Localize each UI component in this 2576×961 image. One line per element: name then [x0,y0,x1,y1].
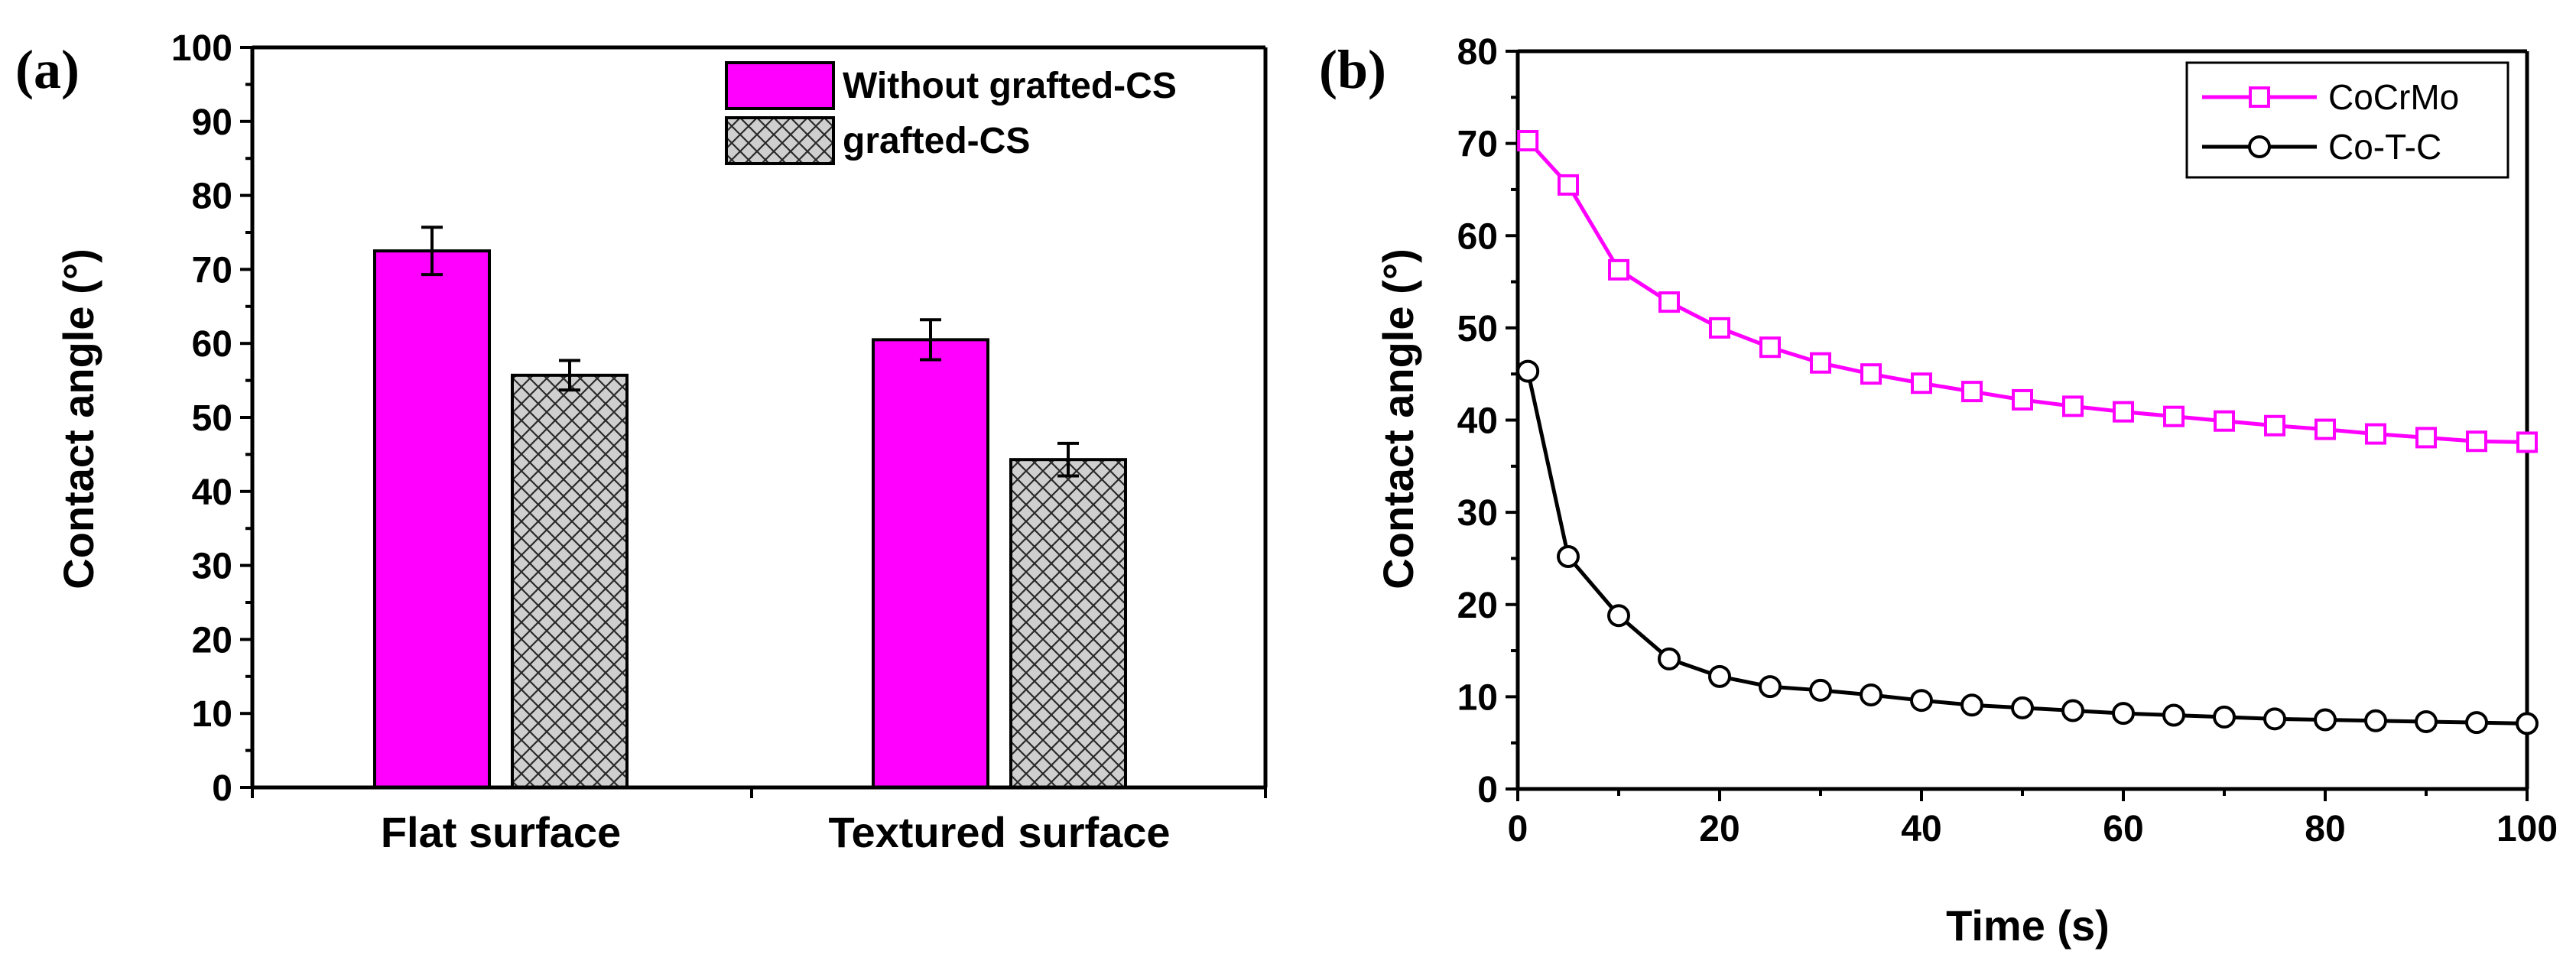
data-point-co-t-c [1516,359,1540,383]
data-point-co-t-c [1557,545,1580,569]
panel-a: (a) 0 10 20 30 40 50 60 70 80 90 100 Flat surface Te… [15,28,1268,856]
data-point-co-t-c [2415,709,2438,733]
bar-grafted-cs-0 [511,373,629,790]
data-point-cocrmo [2315,418,2336,440]
x-tick-label: 20 [1699,809,1740,849]
x-tick-label: 80 [2305,809,2345,849]
data-point-co-t-c [1960,693,1983,717]
panel-b-plot-area: 0 10 20 30 40 50 60 70 80 0 20 40 60 80 100 [1457,32,2558,849]
data-point-co-t-c [1860,683,1882,706]
data-point-cocrmo [1759,336,1781,359]
legend-marker-circle [2248,135,2271,158]
data-point-cocrmo [1517,130,1539,152]
bar-grafted-cs-1 [1009,458,1127,790]
y-tick-label: 80 [192,177,232,217]
panel-b: (b) 0 10 20 30 40 50 60 70 80 0 20 40 60 80 100 Contac… [1319,32,2558,950]
data-point-co-t-c [2263,707,2286,731]
y-tick-label: 50 [192,398,232,439]
data-point-cocrmo [1860,363,1882,385]
y-tick-label: 70 [192,250,232,291]
data-point-cocrmo [1608,258,1629,281]
data-point-cocrmo [2264,414,2285,437]
data-point-co-t-c [2314,708,2337,732]
x-tick-label: 100 [2496,809,2558,849]
data-point-co-t-c [2465,711,2488,735]
panel-b-x-axis-title: Time (s) [1946,901,2110,950]
bar-without-grafted-cs-0 [373,249,491,789]
data-point-co-t-c [1708,664,1731,688]
y-tick-label: 30 [1457,493,1498,534]
y-tick-label: 0 [212,768,232,809]
panel-b-y-axis-title: Contact angle (°) [1374,248,1422,589]
y-tick-label: 60 [192,324,232,365]
data-point-co-t-c [2061,699,2084,722]
y-tick-label: 10 [1457,677,1498,718]
x-category-label: Flat surface [381,808,621,856]
data-point-co-t-c [1607,604,1630,628]
data-point-co-t-c [2364,709,2387,732]
panel-a-legend: Without grafted-CS grafted-CS [725,61,1177,165]
data-point-co-t-c [1809,678,1832,702]
y-tick-label: 30 [192,547,232,587]
panel-b-legend: CoCrMo Co-T-C [2185,61,2509,179]
data-point-co-t-c [1658,647,1681,670]
y-tick-label: 70 [1457,125,1498,165]
legend-label: CoCrMo [2328,77,2459,117]
data-point-cocrmo [2516,431,2538,453]
data-point-cocrmo [2415,427,2437,449]
panel-a-plot-area: 0 10 20 30 40 50 60 70 80 90 100 Flat surface Textur… [171,28,1268,856]
data-point-cocrmo [1709,317,1730,339]
data-point-cocrmo [2113,401,2134,423]
y-tick-label: 80 [1457,32,1498,73]
data-point-cocrmo [2365,423,2386,445]
data-point-cocrmo [2466,430,2487,453]
data-point-cocrmo [2062,395,2084,417]
y-tick-label: 20 [192,620,232,661]
panel-b-label: (b) [1319,39,1386,100]
y-tick-label: 60 [1457,216,1498,257]
panel-a-label: (a) [15,39,80,100]
data-point-cocrmo [1961,381,1983,403]
data-point-cocrmo [2012,388,2033,411]
legend-marker-square [2249,86,2270,108]
y-tick-label: 20 [1457,586,1498,626]
legend-swatch-without-grafted-cs [725,61,835,110]
data-point-co-t-c [2112,702,2135,726]
y-tick-label: 90 [192,102,232,143]
data-point-co-t-c [2162,703,2185,727]
data-point-cocrmo [1911,372,1932,394]
bar-without-grafted-cs-1 [872,338,989,789]
legend-label: grafted-CS [843,121,1030,161]
y-tick-label: 50 [1457,309,1498,349]
y-tick-label: 10 [192,694,232,735]
x-tick-label: 0 [1508,809,1528,849]
data-point-co-t-c [1759,675,1782,699]
y-tick-label: 40 [192,472,232,513]
data-point-co-t-c [1910,689,1933,713]
data-point-cocrmo [1558,174,1579,196]
data-point-cocrmo [1810,352,1831,374]
panel-a-y-axis-title: Contact angle (°) [54,248,102,589]
y-tick-label: 40 [1457,401,1498,442]
data-point-co-t-c [2011,696,2034,719]
data-point-cocrmo [2214,410,2235,432]
x-tick-label: 40 [1901,809,1941,849]
data-point-co-t-c [2213,705,2236,729]
y-tick-label: 100 [171,28,232,69]
x-category-label: Textured surface [828,808,1170,856]
y-tick-label: 0 [1477,770,1498,810]
data-point-cocrmo [2163,405,2185,427]
legend-box [2185,61,2509,179]
data-point-co-t-c [2516,712,2539,735]
legend-label: Without grafted-CS [843,66,1177,106]
legend-label: Co-T-C [2328,127,2441,167]
x-tick-label: 60 [2103,809,2143,849]
data-point-cocrmo [1658,291,1680,313]
legend-swatch-grafted-cs [725,116,835,165]
